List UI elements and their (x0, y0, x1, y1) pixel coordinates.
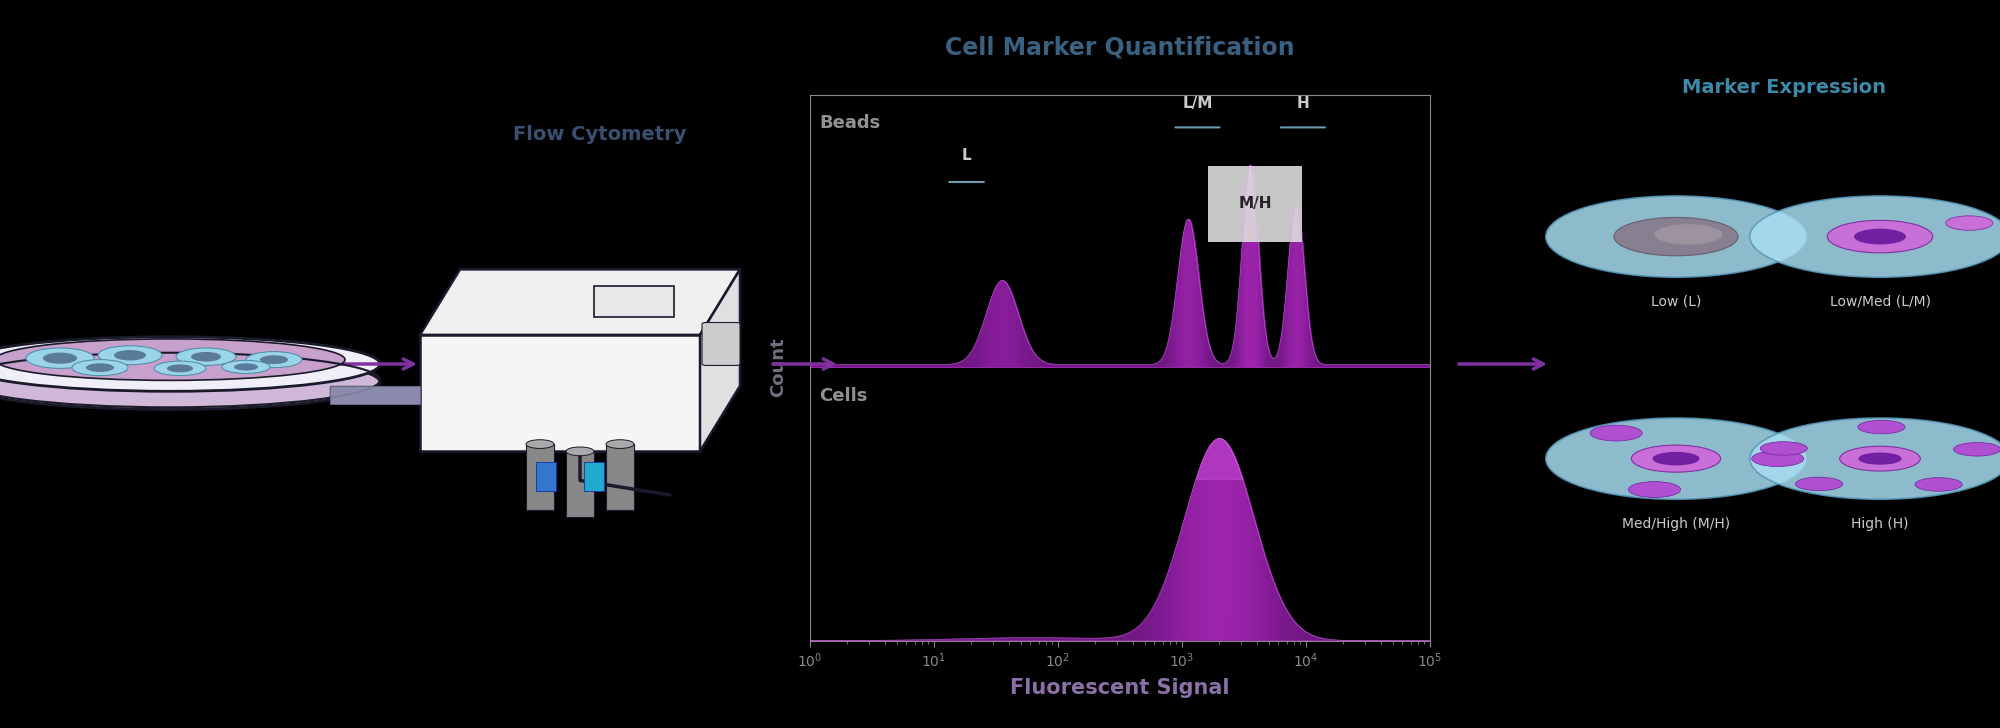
Ellipse shape (1954, 443, 2000, 456)
Ellipse shape (154, 361, 206, 376)
Polygon shape (420, 335, 700, 451)
Polygon shape (330, 386, 420, 404)
Text: L: L (962, 148, 972, 163)
Ellipse shape (1828, 221, 1932, 253)
Ellipse shape (1614, 218, 1738, 256)
Text: L/M: L/M (1182, 96, 1212, 111)
Ellipse shape (1854, 229, 1906, 245)
Text: Cell Marker Quantification: Cell Marker Quantification (946, 36, 1294, 59)
Ellipse shape (566, 447, 594, 456)
Ellipse shape (1946, 215, 1992, 230)
Ellipse shape (26, 348, 94, 368)
Ellipse shape (1916, 478, 1962, 491)
Ellipse shape (1760, 442, 1808, 455)
Ellipse shape (222, 360, 270, 373)
Text: Low/Med (L/M): Low/Med (L/M) (1830, 295, 1930, 309)
Text: H: H (1296, 96, 1310, 111)
Bar (566, 451, 594, 517)
Ellipse shape (168, 364, 194, 372)
Ellipse shape (1590, 425, 1642, 441)
Ellipse shape (1796, 477, 1842, 491)
Ellipse shape (1628, 482, 1680, 497)
Text: Med/High (M/H): Med/High (M/H) (1622, 517, 1730, 531)
Ellipse shape (606, 440, 634, 448)
Bar (536, 462, 556, 491)
Bar (584, 462, 604, 491)
Text: Low (L): Low (L) (1650, 295, 1702, 309)
Ellipse shape (1652, 452, 1700, 465)
Polygon shape (700, 269, 740, 451)
Polygon shape (330, 386, 420, 404)
Ellipse shape (192, 352, 222, 362)
Ellipse shape (1840, 446, 1920, 471)
Ellipse shape (44, 352, 78, 364)
Ellipse shape (1858, 453, 1902, 464)
Text: Fluorescent Signal: Fluorescent Signal (1010, 678, 1230, 698)
Text: M/H: M/H (1238, 197, 1272, 211)
FancyBboxPatch shape (594, 286, 674, 317)
Ellipse shape (1632, 445, 1720, 472)
Text: Beads: Beads (820, 114, 880, 132)
Text: High (H): High (H) (1852, 517, 1908, 531)
Ellipse shape (176, 348, 236, 365)
Ellipse shape (260, 355, 288, 364)
FancyBboxPatch shape (702, 323, 740, 365)
Ellipse shape (246, 352, 302, 368)
Ellipse shape (0, 336, 380, 392)
Text: Marker Expression: Marker Expression (1682, 78, 1886, 97)
Bar (606, 444, 634, 510)
Ellipse shape (0, 339, 346, 380)
Ellipse shape (86, 363, 114, 372)
Ellipse shape (1752, 451, 1804, 467)
Ellipse shape (526, 440, 554, 448)
Ellipse shape (72, 360, 128, 376)
Ellipse shape (114, 350, 146, 360)
Polygon shape (420, 269, 740, 335)
Bar (526, 444, 554, 510)
Ellipse shape (234, 363, 258, 371)
Ellipse shape (1750, 418, 2000, 499)
Ellipse shape (1546, 418, 1806, 499)
Text: Flow Cytometry: Flow Cytometry (514, 125, 686, 144)
Ellipse shape (1546, 196, 1806, 277)
Text: Cells: Cells (820, 387, 868, 405)
Ellipse shape (98, 346, 162, 365)
Ellipse shape (1654, 224, 1722, 245)
Ellipse shape (1750, 196, 2000, 277)
Text: Count: Count (768, 338, 788, 397)
Ellipse shape (0, 355, 380, 409)
Ellipse shape (1858, 420, 1904, 434)
